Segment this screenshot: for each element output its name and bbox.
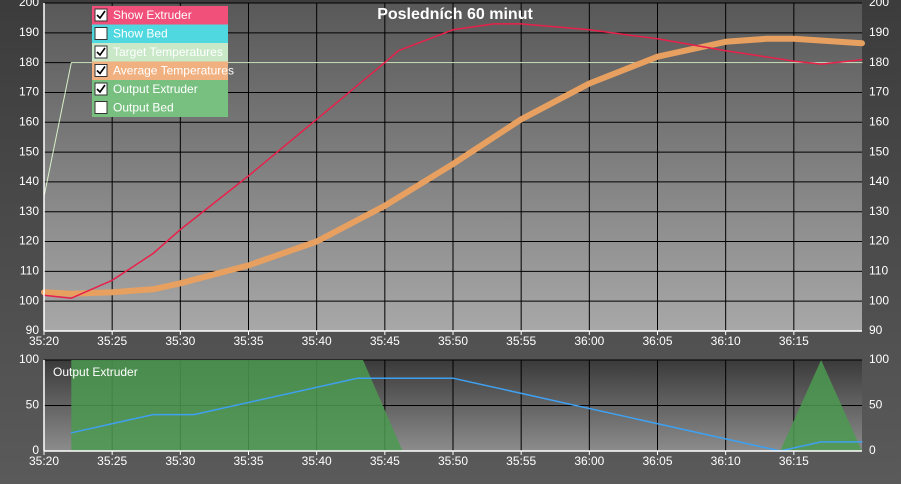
y-tick-label: 90 xyxy=(26,323,40,337)
y-tick-label: 180 xyxy=(19,55,39,69)
line xyxy=(43,62,863,198)
x-tick-label: 35:30 xyxy=(165,454,195,468)
line xyxy=(43,23,863,299)
line xyxy=(41,35,865,297)
y2-tick-label: 50 xyxy=(869,398,883,412)
y2-tick-label: 90 xyxy=(869,323,883,337)
x-tick-label: 35:35 xyxy=(233,334,263,348)
check-mark xyxy=(96,47,106,57)
legend-toggle[interactable]: Show Extruder xyxy=(92,6,228,25)
legend-label: Target Temperatures xyxy=(113,45,223,59)
legend-toggle[interactable]: Output Bed xyxy=(92,98,228,118)
legend-row-background xyxy=(92,98,228,117)
legend-toggle[interactable]: Target Temperatures xyxy=(92,43,228,62)
x-tick-label: 35:25 xyxy=(97,454,127,468)
legend-label: Output Bed xyxy=(113,100,174,114)
y2-tick-label: 0 xyxy=(869,443,876,457)
x-tick-label: 35:20 xyxy=(29,334,59,348)
y-tick-label: 190 xyxy=(19,25,39,39)
chart-group: 0 0 50 50 100 100 35:20 35:25 35:30 35:35 35:40 35:… xyxy=(19,352,889,468)
chart-label: Output Extruder xyxy=(53,365,138,379)
legend-row-background xyxy=(92,61,228,80)
y2-tick-label: 190 xyxy=(869,25,889,39)
legend-row-background xyxy=(92,6,228,25)
x-tick-label: 36:10 xyxy=(711,454,741,468)
check-mark xyxy=(96,66,106,75)
y-tick-label: 160 xyxy=(19,114,39,128)
y2-tick-label: 120 xyxy=(869,234,889,248)
y-tick-label: 140 xyxy=(19,174,39,188)
x-tick-label: 36:05 xyxy=(642,454,672,468)
y2-tick-label: 180 xyxy=(869,55,889,69)
chart-group: 90 90 100 100 110 110 120 120 130 130 140 140 150 150… xyxy=(19,0,889,348)
y-tick-label: 120 xyxy=(19,234,39,248)
checkbox[interactable] xyxy=(94,64,108,77)
x-tick-label: 35:40 xyxy=(302,334,332,348)
y2-tick-label: 140 xyxy=(869,174,889,188)
y2-tick-label: 110 xyxy=(869,264,888,278)
y-tick-label: 100 xyxy=(19,352,39,366)
legend-toggle[interactable]: Average Temperatures xyxy=(92,61,234,81)
legend-row-background xyxy=(92,43,228,62)
y-tick-label: 150 xyxy=(19,144,39,158)
y2-tick-label: 160 xyxy=(869,114,889,128)
y-tick-label: 100 xyxy=(19,293,39,307)
legend-row-background xyxy=(92,24,228,43)
x-tick-label: 36:10 xyxy=(711,334,741,348)
y-tick-label: 170 xyxy=(19,85,39,99)
y2-tick-label: 100 xyxy=(869,352,889,366)
legend-label: Show Bed xyxy=(113,26,168,40)
area xyxy=(71,360,863,451)
legend-label: Average Temperatures xyxy=(113,63,234,77)
x-tick-label: 35:25 xyxy=(97,334,127,348)
checkbox[interactable] xyxy=(94,82,108,96)
chart-title: Posledních 60 minut xyxy=(377,6,533,23)
y2-tick-label: 200 xyxy=(869,0,889,9)
x-tick-label: 35:45 xyxy=(370,454,400,468)
x-tick-label: 36:00 xyxy=(574,454,604,468)
x-tick-label: 35:30 xyxy=(165,334,195,348)
x-tick-label: 35:35 xyxy=(233,454,263,468)
y2-tick-label: 100 xyxy=(869,293,889,307)
x-tick-label: 36:15 xyxy=(779,334,809,348)
legend-row-background xyxy=(92,80,228,99)
checkbox[interactable] xyxy=(94,45,108,59)
x-tick-label: 35:50 xyxy=(438,334,468,348)
legend-label: Show Extruder xyxy=(113,8,192,22)
legend-label: Output Extruder xyxy=(113,82,198,96)
x-tick-label: 36:15 xyxy=(779,454,809,468)
line xyxy=(70,377,863,452)
y-tick-label: 130 xyxy=(19,204,39,218)
check-mark xyxy=(96,10,106,20)
y2-tick-label: 170 xyxy=(869,85,889,99)
x-tick-label: 36:05 xyxy=(642,334,672,348)
y2-tick-label: 130 xyxy=(869,204,889,218)
x-tick-label: 35:55 xyxy=(506,454,536,468)
y-tick-label: 50 xyxy=(26,398,40,412)
x-tick-label: 35:50 xyxy=(438,454,468,468)
y-tick-label: 0 xyxy=(32,443,39,457)
x-tick-label: 35:20 xyxy=(29,454,59,468)
checkbox[interactable] xyxy=(94,27,108,40)
legend-toggle[interactable]: Output Extruder xyxy=(92,80,228,99)
x-tick-label: 35:55 xyxy=(506,334,536,348)
check-mark xyxy=(96,84,106,94)
x-tick-label: 35:45 xyxy=(370,334,400,348)
x-tick-label: 35:40 xyxy=(302,454,332,468)
y-tick-label: 200 xyxy=(19,0,39,9)
checkbox[interactable] xyxy=(94,8,108,22)
x-tick-label: 36:00 xyxy=(574,334,604,348)
legend-toggle[interactable]: Show Bed xyxy=(92,24,228,44)
y2-tick-label: 150 xyxy=(869,144,889,158)
checkbox[interactable] xyxy=(94,101,108,114)
y-tick-label: 110 xyxy=(20,264,39,278)
